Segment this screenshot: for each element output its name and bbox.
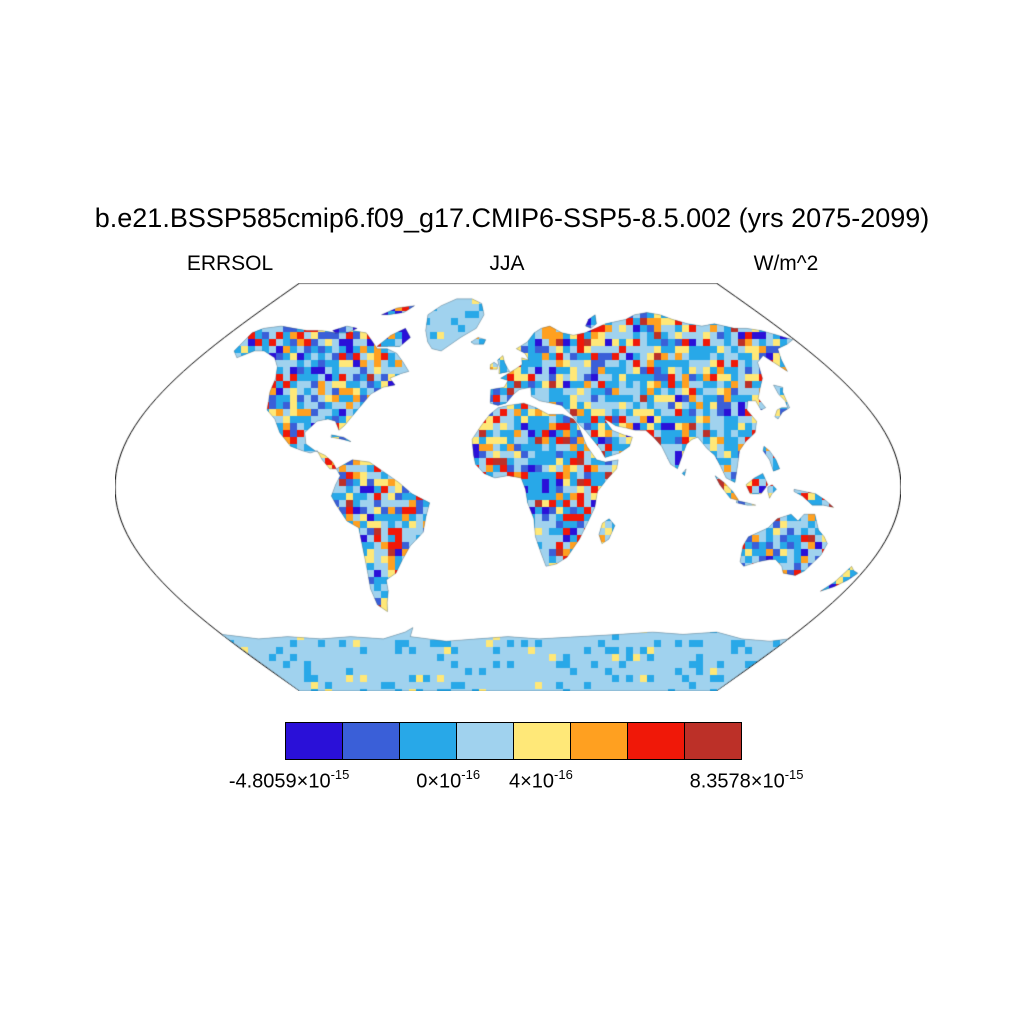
colorbar-tick-label: 0×10-16 [416,767,481,793]
colorbar-cell [628,723,685,759]
colorbar-tick-label: -4.8059×10-15 [228,767,350,793]
units-label: W/m^2 [753,252,819,275]
colorbar-cell [685,723,741,759]
colorbar-tick-label: 8.3578×10-15 [689,767,804,793]
colorbar-tick-label: 4×10-16 [508,767,573,793]
colorbar-cell [343,723,400,759]
colorbar-cell [514,723,571,759]
colorbar-cell [286,723,343,759]
world-map-plot [115,283,901,691]
colorbar-tick-labels: -4.8059×10-15 0×10-16 4×10-16 8.3578×10-15 [229,767,804,798]
variable-label: ERRSOL [186,252,274,275]
colorbar-cell [400,723,457,759]
colorbar-cell [571,723,628,759]
colorbar [285,722,742,760]
season-label: JJA [489,252,525,275]
figure-title: b.e21.BSSP585cmip6.f09_g17.CMIP6-SSP5-8.… [94,203,930,233]
colorbar-cell [457,723,514,759]
